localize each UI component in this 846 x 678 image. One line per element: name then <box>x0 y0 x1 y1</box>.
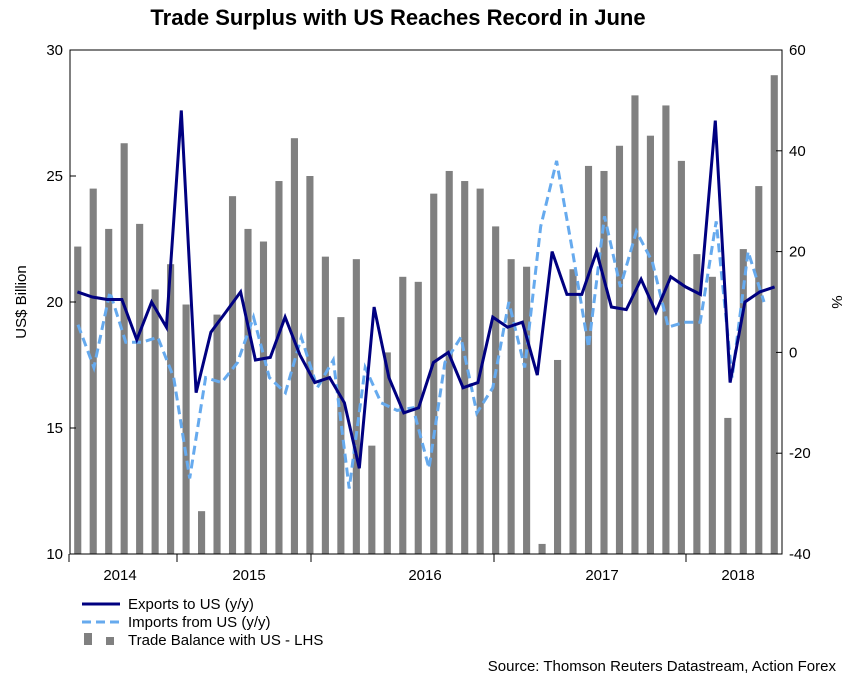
trade-balance-bar <box>461 181 469 555</box>
left-tick-label: 25 <box>46 168 63 185</box>
left-tick-label: 20 <box>46 294 63 311</box>
trade-balance-bar <box>755 186 763 554</box>
trade-balance-bar <box>182 304 190 554</box>
left-tick-label: 30 <box>46 42 63 59</box>
x-year-label: 2018 <box>721 567 754 584</box>
trade-balance-bar <box>89 188 97 554</box>
trade-balance-bar <box>383 352 391 554</box>
chart-title: Trade Surplus with US Reaches Record in … <box>150 5 645 30</box>
right-axis-ticks: -40 -20 0 20 40 60 <box>776 42 811 563</box>
trade-balance-bar <box>693 254 701 554</box>
trade-balance-bar <box>167 264 175 554</box>
trade-balance-bar <box>739 249 747 554</box>
legend-exports-label: Exports to US (y/y) <box>128 596 254 613</box>
imports-from-us-line <box>76 160 766 489</box>
series-lines <box>76 110 776 489</box>
trade-balance-bar <box>584 165 593 555</box>
trade-balance-bar <box>507 259 515 554</box>
trade-balance-bar <box>600 170 608 554</box>
trade-balance-bar <box>244 228 252 555</box>
trade-balance-bar <box>631 95 639 555</box>
trade-balance-bar <box>337 317 345 554</box>
trade-balance-bar <box>523 266 531 554</box>
right-tick-label: 60 <box>789 42 806 59</box>
legend-balance-swatch-2 <box>106 637 114 645</box>
x-year-label: 2015 <box>232 567 265 584</box>
trade-balance-bar <box>399 276 407 554</box>
trade-balance-bar <box>368 445 376 554</box>
right-axis-label: % <box>828 295 845 308</box>
trade-balance-bar <box>677 160 685 554</box>
right-tick-label: -20 <box>789 445 811 462</box>
left-axis-ticks: 10 15 20 25 30 <box>46 42 76 563</box>
trade-balance-bar <box>213 314 221 554</box>
trade-balance-bar <box>538 543 546 554</box>
legend-balance-label: Trade Balance with US - LHS <box>128 632 323 649</box>
x-year-label: 2017 <box>585 567 618 584</box>
x-year-label: 2016 <box>408 567 441 584</box>
trade-balance-bar <box>770 75 778 554</box>
trade-balance-bar <box>708 276 716 554</box>
trade-balance-bar <box>290 138 298 554</box>
trade-balance-bar <box>662 105 670 554</box>
right-tick-label: 20 <box>789 244 806 261</box>
trade-balance-bar <box>646 135 654 554</box>
trade-balance-bar <box>554 359 562 554</box>
trade-balance-bar <box>569 269 577 554</box>
trade-balance-bar <box>492 226 500 554</box>
right-tick-label: 40 <box>789 143 806 160</box>
x-axis-ticks: 2014 2015 2016 2017 2018 <box>68 554 755 584</box>
plot-frame <box>69 49 783 555</box>
left-tick-label: 10 <box>46 546 63 563</box>
legend: Exports to US (y/y) Imports from US (y/y… <box>82 596 323 649</box>
trade-balance-bar <box>414 281 422 554</box>
trade-balance-bar <box>724 417 732 554</box>
legend-balance-swatch-1 <box>84 633 92 645</box>
trade-balance-bar <box>151 289 159 554</box>
exports-to-us-line <box>76 110 776 469</box>
trade-balance-bar <box>430 193 438 554</box>
trade-balance-bar <box>136 223 144 554</box>
source-note: Source: Thomson Reuters Datastream, Acti… <box>488 658 837 675</box>
trade-balance-bar <box>445 170 453 554</box>
trade-balance-bar <box>321 256 329 554</box>
trade-balance-bar <box>105 228 113 555</box>
legend-imports-label: Imports from US (y/y) <box>128 614 271 631</box>
trade-balance-bar <box>352 259 360 554</box>
trade-balance-bar <box>74 246 82 554</box>
right-tick-label: 0 <box>789 344 797 361</box>
x-year-label: 2014 <box>103 567 136 584</box>
trade-balance-bar <box>275 181 283 555</box>
trade-balance-bar <box>615 145 624 554</box>
trade-balance-bar <box>120 143 128 555</box>
trade-balance-bar <box>259 241 268 554</box>
trade-balance-bar <box>228 196 237 554</box>
right-tick-label: -40 <box>789 546 811 563</box>
trade-balance-bar <box>198 511 206 554</box>
left-axis-label: US$ Billion <box>13 265 30 338</box>
left-tick-label: 15 <box>46 420 63 437</box>
